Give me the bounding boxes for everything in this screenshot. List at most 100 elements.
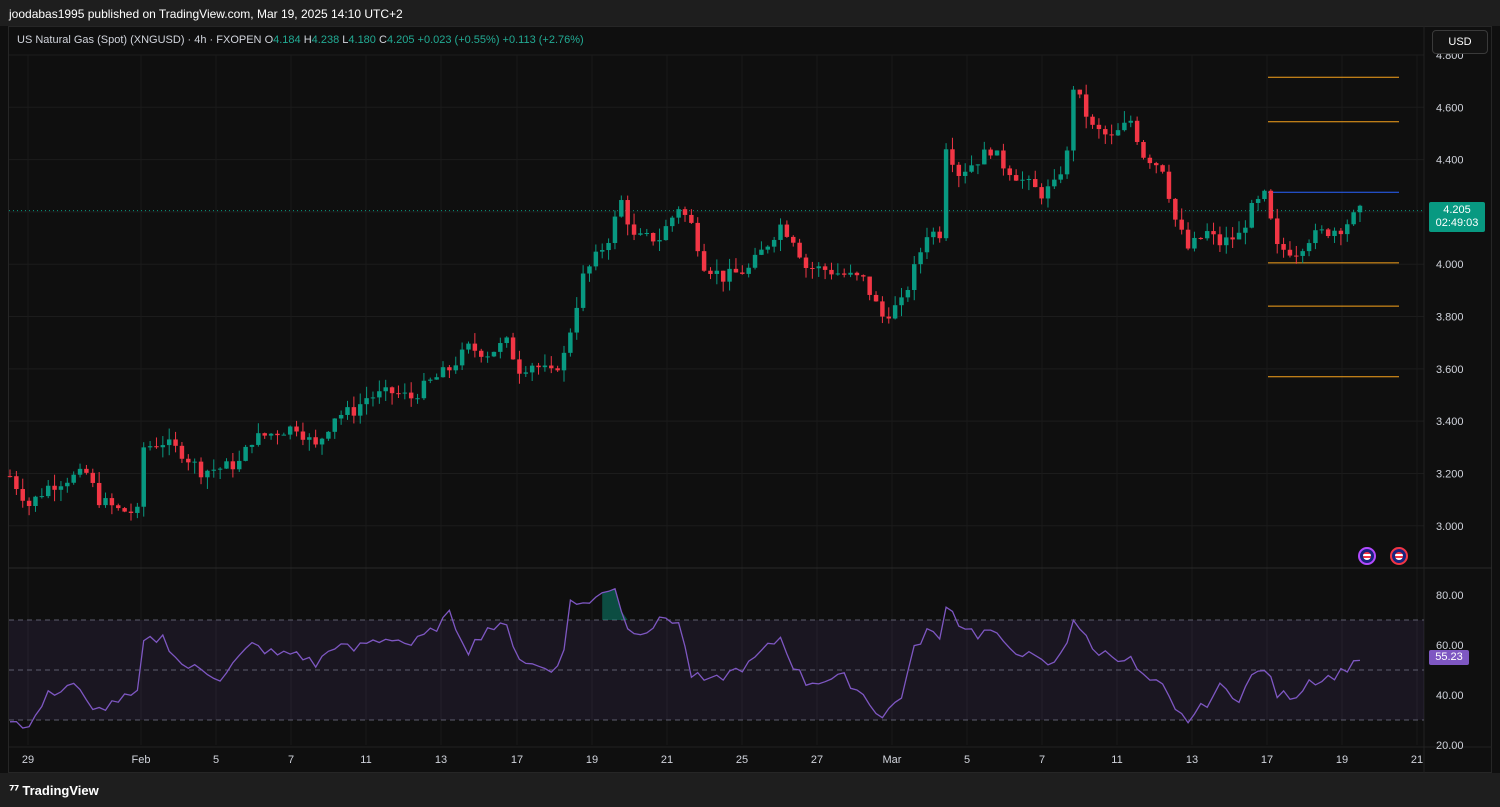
candle-body [1313, 230, 1318, 244]
candle-body [593, 251, 599, 267]
time-tick-label: 17 [511, 754, 523, 766]
rsi-tick-label: 80.00 [1436, 590, 1464, 602]
candle-body [1147, 157, 1153, 164]
candle-body [1236, 232, 1242, 240]
candle-body [370, 397, 376, 399]
tradingview-logo-icon: ⁷⁷ [9, 784, 19, 799]
candle-body [822, 266, 828, 270]
candle-body [816, 266, 821, 269]
candle-body [1319, 229, 1325, 231]
candle-body [740, 272, 745, 274]
candle-body [612, 216, 618, 243]
candle-body [905, 290, 911, 298]
us-flag-event-icon[interactable] [1390, 547, 1408, 565]
high-label: H [303, 34, 312, 46]
candle-body [1013, 175, 1019, 181]
time-tick-label: Mar [883, 754, 902, 766]
candle-body [472, 343, 478, 351]
currency-button[interactable]: USD [1432, 30, 1488, 54]
candle-body [1211, 231, 1216, 235]
candle-body [52, 485, 57, 490]
candle-body [262, 433, 267, 436]
candle-body [994, 150, 1000, 156]
us-flag-event-icon[interactable] [1358, 547, 1376, 565]
time-tick-label: 19 [586, 754, 598, 766]
tradingview-logo[interactable]: ⁷⁷ TradingView [9, 783, 99, 799]
candle-body [657, 240, 662, 242]
candle-body [358, 404, 363, 416]
candle-body [549, 365, 554, 369]
candle-body [160, 445, 166, 448]
candle-body [619, 200, 624, 217]
candle-body [631, 224, 637, 235]
candle-body [1134, 120, 1140, 142]
candle-body [1160, 165, 1165, 172]
candle-body [351, 407, 357, 416]
time-tick-label: 19 [1336, 754, 1348, 766]
candle-body [498, 343, 503, 352]
candle-body [1230, 237, 1235, 240]
candle-body [116, 505, 121, 509]
candle-body [682, 209, 688, 215]
candle-body [1281, 244, 1286, 250]
candle-body [135, 506, 140, 513]
candle-body [453, 365, 458, 371]
candle-body [256, 433, 261, 445]
candle-body [364, 398, 369, 405]
candle-body [797, 242, 802, 258]
candle-body [383, 387, 388, 392]
candle-body [517, 359, 522, 374]
candle-body [1166, 171, 1172, 199]
candle-body [835, 273, 841, 275]
candle-body [128, 511, 134, 513]
last-price-value: 4.205 [1443, 204, 1471, 216]
candle-body [689, 214, 694, 223]
candle-body [1020, 179, 1025, 181]
high-value: 4.238 [311, 34, 340, 46]
open-label: O [264, 34, 274, 46]
time-axis[interactable]: 29 Feb 5 7 11 13 17 19 21 25 27 Mar 5 7 11 13 17 19 21 [22, 754, 1423, 766]
candle-body [778, 224, 783, 240]
candle-body [338, 414, 344, 419]
price-tick-label: 3.200 [1436, 468, 1464, 480]
candle-body [1217, 234, 1223, 246]
candle-body [1192, 237, 1197, 249]
candle-body [1058, 174, 1063, 180]
candle-body [1351, 212, 1356, 225]
time-tick-label: 13 [435, 754, 447, 766]
time-tick-label: 13 [1186, 754, 1198, 766]
candle-body [122, 508, 127, 512]
candle-body [714, 270, 720, 274]
candle-body [65, 482, 70, 487]
candle-body [1345, 224, 1350, 235]
candle-body [650, 232, 656, 242]
low-value: 4.180 [348, 34, 376, 46]
candle-body [408, 392, 414, 399]
price-axis[interactable]: 4.8004.6004.4004.2004.0003.8003.6003.400… [1436, 50, 1464, 752]
candle-body [599, 250, 605, 252]
candle-body [26, 500, 32, 507]
candle-body [727, 268, 732, 282]
candle-body [345, 407, 350, 415]
published-by-text: joodabas1995 published on TradingView.co… [9, 7, 403, 21]
candle-body [440, 367, 446, 378]
time-tick-label: Feb [132, 754, 151, 766]
chart-frame [8, 26, 1492, 773]
candle-body [1325, 229, 1331, 237]
candle-body [268, 433, 274, 436]
candle-body [326, 431, 331, 439]
candle-body [529, 365, 535, 373]
candle-body [1045, 186, 1051, 199]
candle-body [20, 489, 25, 501]
candle-body [307, 437, 312, 440]
candle-body [663, 226, 669, 241]
candle-body [1103, 129, 1108, 135]
candle-body [447, 367, 452, 371]
candle-body [1007, 168, 1012, 176]
price-tick-label: 3.400 [1436, 416, 1464, 428]
time-tick-label: 5 [213, 754, 219, 766]
candle-body [829, 269, 834, 275]
candle-body [415, 398, 420, 400]
candle-body [485, 356, 490, 358]
